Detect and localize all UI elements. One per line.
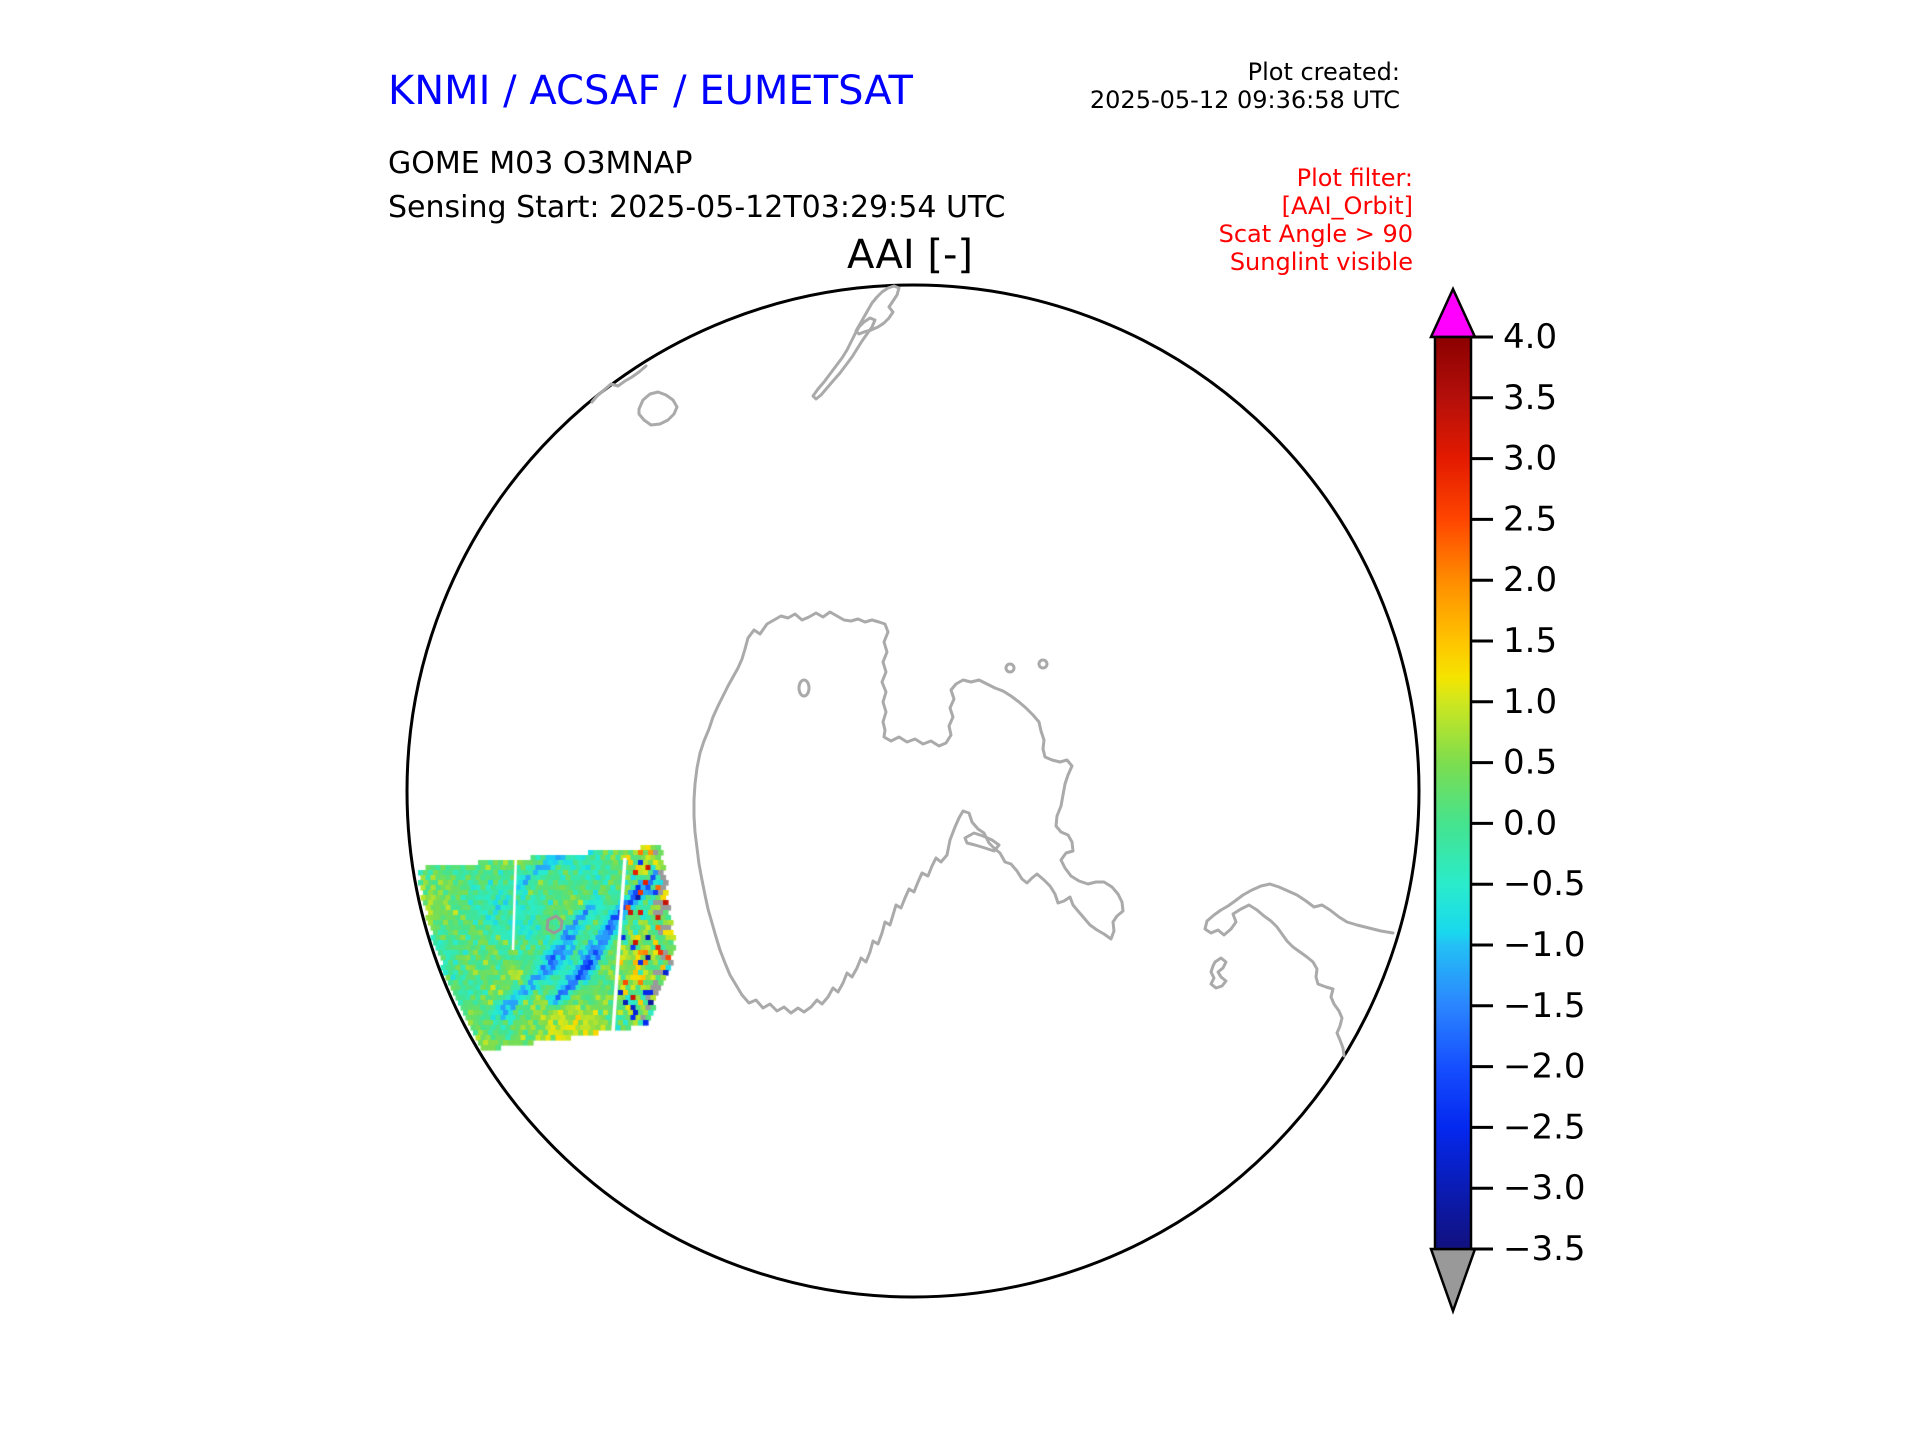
colorbar-tick-label: 2.0 [1503,560,1557,600]
product-name: GOME M03 O3MNAP [388,146,693,181]
colorbar-ticks: 4.0 3.5 3.0 2.5 2.0 1.5 1.0 0.5 0.0 −0.5 −1.0 −1.5 −… [1471,317,1586,1269]
plot-created-timestamp: 2025-05-12 09:36:58 UTC [1089,86,1400,114]
arm-islet-2 [1037,658,1049,670]
projection-boundary-circle [405,283,1421,1299]
arm-islet-1 [1004,662,1016,674]
colorbar-tick-label: −2.5 [1503,1107,1586,1147]
swath-islet [545,914,564,935]
antarctica-coastline [692,610,1125,1015]
tasmania-coastline [637,390,679,427]
colorbar-tick-label: 3.0 [1503,439,1557,479]
data-swath-raster [395,825,695,1060]
patagonia-islet [1209,956,1228,990]
colorbar-tick-label: 0.5 [1503,743,1557,783]
colorbar: 4.0 3.5 3.0 2.5 2.0 1.5 1.0 0.5 0.0 −0.5 −1.0 −1.5 −… [1429,285,1586,1315]
colorbar-tick-label: 2.5 [1503,499,1557,539]
south-america-coastline [1203,882,1395,1058]
colorbar-tick-label: −0.5 [1503,864,1586,904]
colorbar-tick-label: −1.0 [1503,925,1586,965]
colorbar-tick-label: −1.5 [1503,986,1586,1026]
plot-filter-sunglint: Sunglint visible [1229,248,1413,276]
colorbar-tick-label: −3.0 [1503,1168,1586,1208]
colorbar-gradient-bar [1433,335,1473,1251]
colorbar-tick-label: 3.5 [1503,378,1557,418]
colorbar-tick-label: 0.0 [1503,803,1557,843]
colorbar-over-arrow [1429,285,1477,339]
nz-north-island-coastline [854,284,901,336]
plot-filter-orbit: [AAI_Orbit] [1281,192,1413,220]
australia-coastline [590,364,648,404]
colorbar-tick-label: 1.5 [1503,621,1557,661]
plot-filter-block: Plot filter: [AAI_Orbit] Scat Angle > 90… [1219,164,1413,276]
colorbar-tick-label: 4.0 [1503,317,1557,357]
plot-filter-title: Plot filter: [1296,164,1413,192]
colorbar-tick-label: 1.0 [1503,682,1557,722]
plot-filter-scat-angle: Scat Angle > 90 [1218,220,1413,248]
antarctic-island-icon [797,678,811,698]
colorbar-tick-label: −3.5 [1503,1229,1586,1269]
map-title: AAI [-] [847,232,973,278]
plot-created-label: Plot created: [1247,58,1400,86]
sensing-start: Sensing Start: 2025-05-12T03:29:54 UTC [388,190,1006,225]
coastlines [545,284,1395,1058]
bay-islet [963,831,1001,853]
page-title: KNMI / ACSAF / EUMETSAT [388,68,913,114]
colorbar-under-arrow [1429,1247,1477,1315]
nz-south-island-coastline [811,316,877,401]
colorbar-tick-label: −2.0 [1503,1047,1586,1087]
plot-created-block: Plot created: 2025-05-12 09:36:58 UTC [1090,58,1400,114]
